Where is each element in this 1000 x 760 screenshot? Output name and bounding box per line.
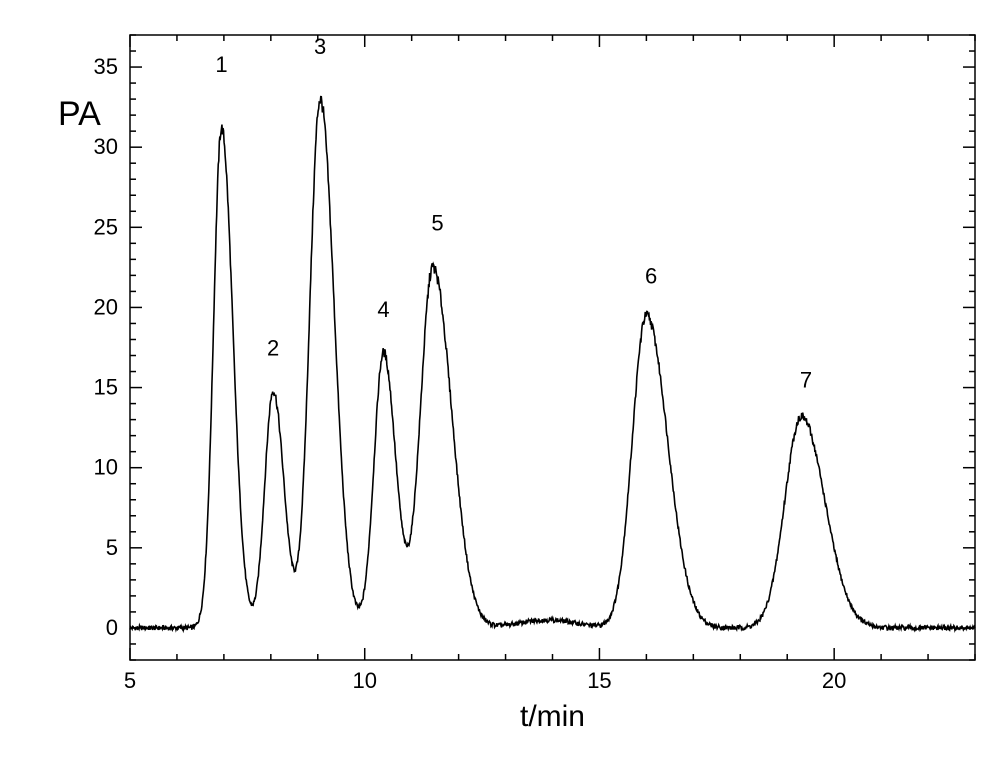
svg-text:25: 25 bbox=[94, 214, 118, 239]
chart-svg: 5 10 15 20 t/min 0 5 10 15 20 25 30 35 PA 1 2 3 4 5 6 7 bbox=[0, 0, 1000, 760]
svg-text:0: 0 bbox=[106, 615, 118, 640]
svg-text:15: 15 bbox=[587, 668, 611, 693]
svg-text:7: 7 bbox=[800, 368, 812, 393]
svg-text:1: 1 bbox=[215, 52, 227, 77]
svg-text:5: 5 bbox=[124, 668, 136, 693]
svg-text:30: 30 bbox=[94, 134, 118, 159]
svg-text:35: 35 bbox=[94, 54, 118, 79]
svg-text:PA: PA bbox=[58, 95, 101, 133]
svg-text:4: 4 bbox=[377, 297, 389, 322]
svg-text:5: 5 bbox=[106, 535, 118, 560]
svg-text:10: 10 bbox=[352, 668, 376, 693]
svg-text:20: 20 bbox=[822, 668, 846, 693]
svg-text:6: 6 bbox=[645, 263, 657, 288]
svg-text:5: 5 bbox=[431, 211, 443, 236]
svg-text:10: 10 bbox=[94, 455, 118, 480]
svg-text:t/min: t/min bbox=[520, 700, 585, 733]
svg-text:3: 3 bbox=[314, 34, 326, 59]
svg-text:20: 20 bbox=[94, 294, 118, 319]
svg-text:2: 2 bbox=[267, 336, 279, 361]
chromatogram-chart: 5 10 15 20 t/min 0 5 10 15 20 25 30 35 PA 1 2 3 4 5 6 7 bbox=[0, 0, 1000, 760]
svg-text:15: 15 bbox=[94, 375, 118, 400]
